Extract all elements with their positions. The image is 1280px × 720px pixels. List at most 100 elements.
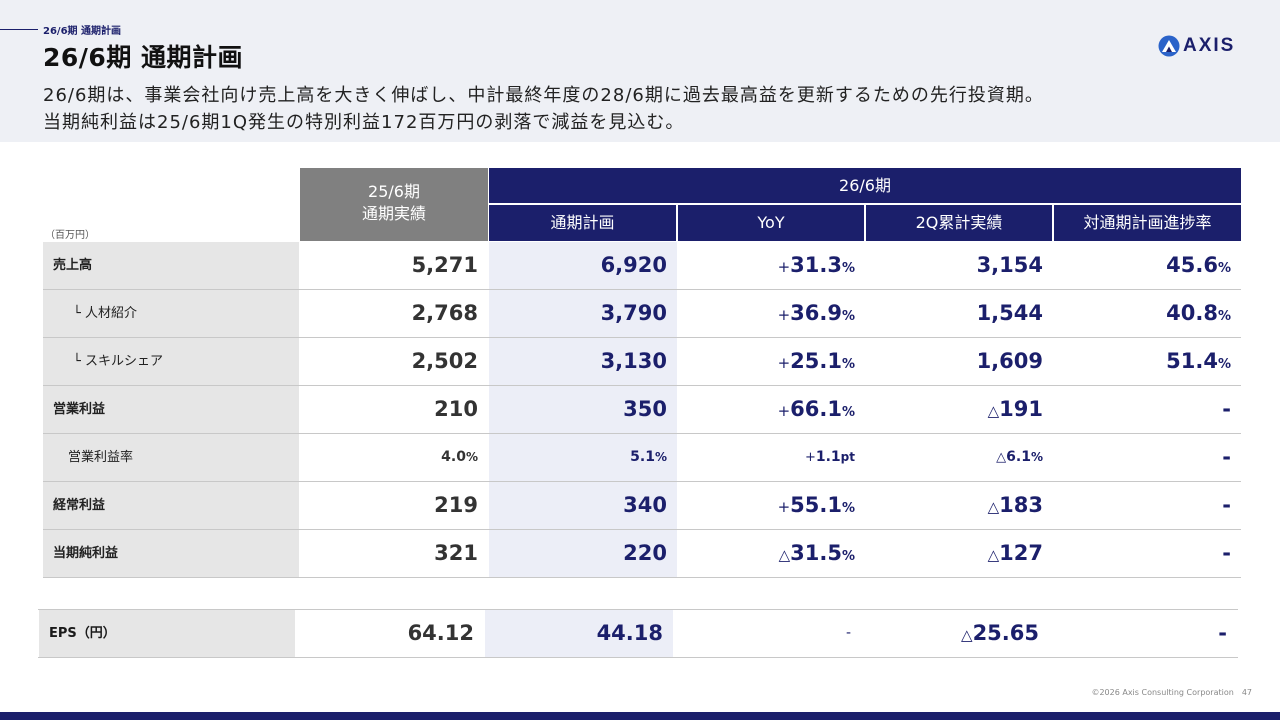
yoy-unit: % xyxy=(841,549,855,564)
cell-yoy: +36.9% xyxy=(677,290,865,337)
page-number: 47 xyxy=(1241,688,1252,697)
yoy-value: 25.1 xyxy=(790,349,842,373)
cell-plan: 3,130 xyxy=(600,349,667,373)
yoy-value: 36.9 xyxy=(790,301,842,325)
prev-value: 4.0 xyxy=(441,449,466,465)
row-divider xyxy=(43,529,1241,530)
row-label-eps: EPS（円） xyxy=(39,610,295,657)
yoy-unit: % xyxy=(841,357,855,372)
row-label-ordinary-profit: 経常利益 xyxy=(43,482,299,529)
q2-sign: △ xyxy=(987,498,1000,516)
plan-column-bg xyxy=(489,290,677,337)
q2-sign: △ xyxy=(987,402,1000,420)
cell-q2: 1,544 xyxy=(865,290,1053,337)
header-plan: 通期計画 xyxy=(489,205,676,241)
row-divider xyxy=(43,289,1241,290)
plan-column-bg xyxy=(489,530,677,577)
q2-value: 1,609 xyxy=(976,349,1043,373)
cell-plan: 5.1% xyxy=(489,434,677,481)
yoy-value: 31.3 xyxy=(790,253,842,277)
progress-value: - xyxy=(1222,397,1231,421)
cell-yoy: +55.1% xyxy=(677,482,865,529)
q2-unit: % xyxy=(1030,450,1043,464)
cell-progress: - xyxy=(1053,482,1241,529)
cell-prev: 219 xyxy=(434,493,478,517)
progress-value: - xyxy=(1222,541,1231,565)
progress-value: 45.6 xyxy=(1166,253,1218,277)
page-title: 26/6期 通期計画 xyxy=(43,43,244,72)
row-label-net-income: 当期純利益 xyxy=(43,530,299,577)
cell-yoy: +66.1% xyxy=(677,386,865,433)
plan-column-bg xyxy=(489,338,677,385)
section-label: 26/6期 通期計画 xyxy=(43,26,122,37)
yoy-sign: △ xyxy=(778,546,791,564)
yoy-unit: pt xyxy=(840,450,855,464)
plan-column-bg xyxy=(489,386,677,433)
yoy-sign: + xyxy=(777,498,791,516)
progress-value: - xyxy=(1222,445,1231,469)
row-divider xyxy=(43,433,1241,434)
q2-value: 3,154 xyxy=(976,253,1043,277)
cell-progress: 45.6% xyxy=(1053,242,1241,289)
cell-prev: 5,271 xyxy=(411,253,478,277)
yoy-sign: + xyxy=(804,450,816,465)
q2-value: 127 xyxy=(999,541,1043,565)
header-yoy: YoY xyxy=(678,205,864,241)
eps-bottom-line xyxy=(38,657,1238,658)
row-divider xyxy=(43,385,1241,386)
cell-q2: △6.1% xyxy=(865,434,1053,481)
plan-value: 5.1 xyxy=(630,449,655,465)
eps-q2-value: 25.65 xyxy=(972,621,1039,645)
cell-yoy: +25.1% xyxy=(677,338,865,385)
cell-prev: 2,502 xyxy=(411,349,478,373)
row-label-operating-margin: 営業利益率 xyxy=(43,434,299,481)
axis-mountain-logo-icon xyxy=(1158,35,1180,57)
plan-unit: % xyxy=(654,450,667,464)
eps-q2-sign: △ xyxy=(961,626,973,644)
header-prev-period: 25/6期 xyxy=(368,182,420,201)
progress-unit: % xyxy=(1217,309,1231,324)
yoy-sign: + xyxy=(777,354,791,372)
yoy-value: 55.1 xyxy=(790,493,842,517)
header-q2-actual: 2Q累計実績 xyxy=(866,205,1052,241)
cell-plan: 220 xyxy=(623,541,667,565)
cell-yoy: △31.5% xyxy=(677,530,865,577)
header-prev-year: 25/6期 通期実績 xyxy=(300,168,488,241)
q2-value: 6.1 xyxy=(1006,449,1031,465)
cell-q2: △127 xyxy=(865,530,1053,577)
cell-yoy: +31.3% xyxy=(677,242,865,289)
cell-q2: 1,609 xyxy=(865,338,1053,385)
eps-yoy: - xyxy=(845,625,851,641)
cell-prev: 2,768 xyxy=(411,301,478,325)
q2-value: 183 xyxy=(999,493,1043,517)
lead-line-2: 当期純利益は25/6期1Q発生の特別利益172百万円の剥落で減益を見込む。 xyxy=(43,112,685,133)
eps-top-line xyxy=(38,609,1238,610)
lead-text: 26/6期は、事業会社向け売上高を大きく伸ばし、中計最終年度の28/6期に過去最… xyxy=(43,82,1044,136)
progress-value: 40.8 xyxy=(1166,301,1218,325)
eps-q2: △25.65 xyxy=(861,610,1049,657)
bottom-bar xyxy=(0,712,1280,720)
logo-text: AXIS xyxy=(1183,35,1236,56)
section-divider xyxy=(0,29,38,30)
eps-plan-bg xyxy=(485,610,673,657)
eps-progress: - xyxy=(1218,621,1227,645)
cell-plan: 3,790 xyxy=(600,301,667,325)
plan-column-bg xyxy=(489,434,677,481)
company-logo: AXIS xyxy=(1158,35,1235,57)
row-divider xyxy=(43,577,1241,578)
cell-prev: 321 xyxy=(434,541,478,565)
cell-progress: 51.4% xyxy=(1053,338,1241,385)
yoy-unit: % xyxy=(841,405,855,420)
row-divider xyxy=(43,481,1241,482)
header-progress: 対通期計画進捗率 xyxy=(1054,205,1241,241)
copyright: ©2026 Axis Consulting Corporation xyxy=(1091,688,1234,697)
yoy-unit: % xyxy=(841,501,855,516)
cell-progress: - xyxy=(1053,434,1241,481)
yoy-sign: + xyxy=(777,258,791,276)
cell-yoy: +1.1pt xyxy=(677,434,865,481)
eps-prev: 64.12 xyxy=(407,621,474,645)
cell-progress: 40.8% xyxy=(1053,290,1241,337)
unit-label: （百万円） xyxy=(45,230,95,241)
yoy-sign: + xyxy=(777,402,791,420)
header-current-year: 26/6期 xyxy=(489,168,1241,203)
